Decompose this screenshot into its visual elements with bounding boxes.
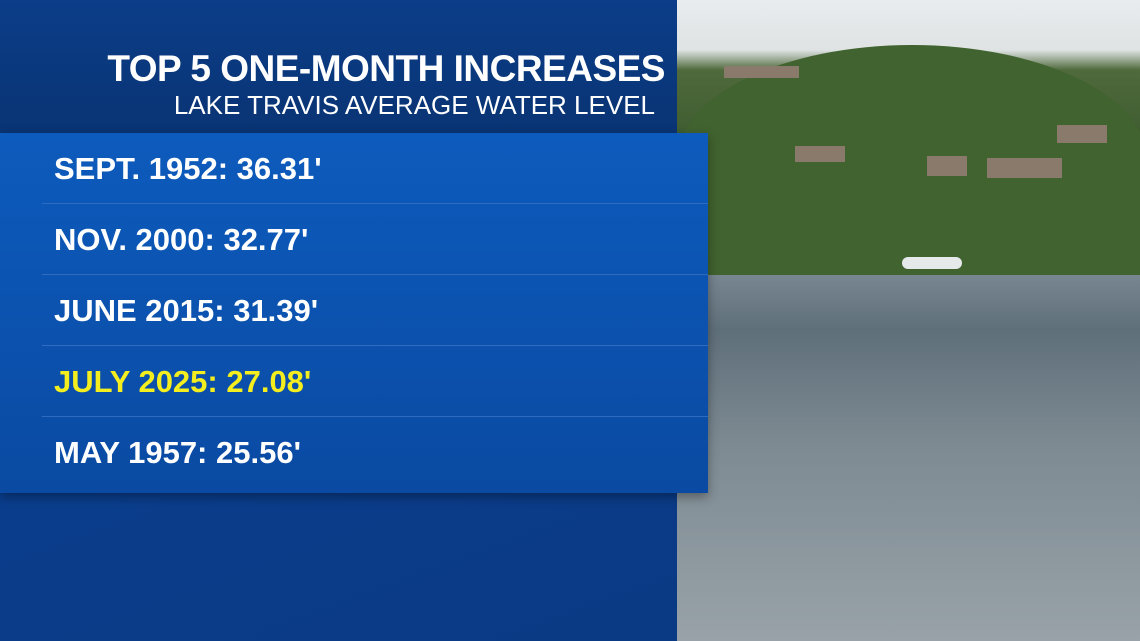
ranking-list: SEPT. 1952: 36.31' NOV. 2000: 32.77' JUNE …	[0, 133, 708, 493]
title: TOP 5 ONE-MONTH INCREASES	[107, 48, 665, 89]
list-row: SEPT. 1952: 36.31'	[42, 133, 708, 204]
house	[1057, 125, 1107, 143]
lake-photo	[677, 0, 1140, 641]
subtitle: LAKE TRAVIS AVERAGE WATER LEVEL	[173, 90, 655, 120]
house	[724, 66, 799, 78]
list-row: JUNE 2015: 31.39'	[42, 275, 708, 346]
house	[987, 158, 1062, 178]
list-row: MAY 1957: 25.56'	[54, 435, 301, 470]
house	[795, 146, 845, 162]
hillside	[677, 45, 1140, 275]
house	[927, 156, 967, 176]
boat	[902, 257, 962, 269]
header: TOP 5 ONE-MONTH INCREASES LAKE TRAVIS AV…	[0, 0, 677, 133]
list-row: JULY 2025: 27.08'	[42, 346, 708, 417]
list-row: NOV. 2000: 32.77'	[42, 204, 708, 275]
